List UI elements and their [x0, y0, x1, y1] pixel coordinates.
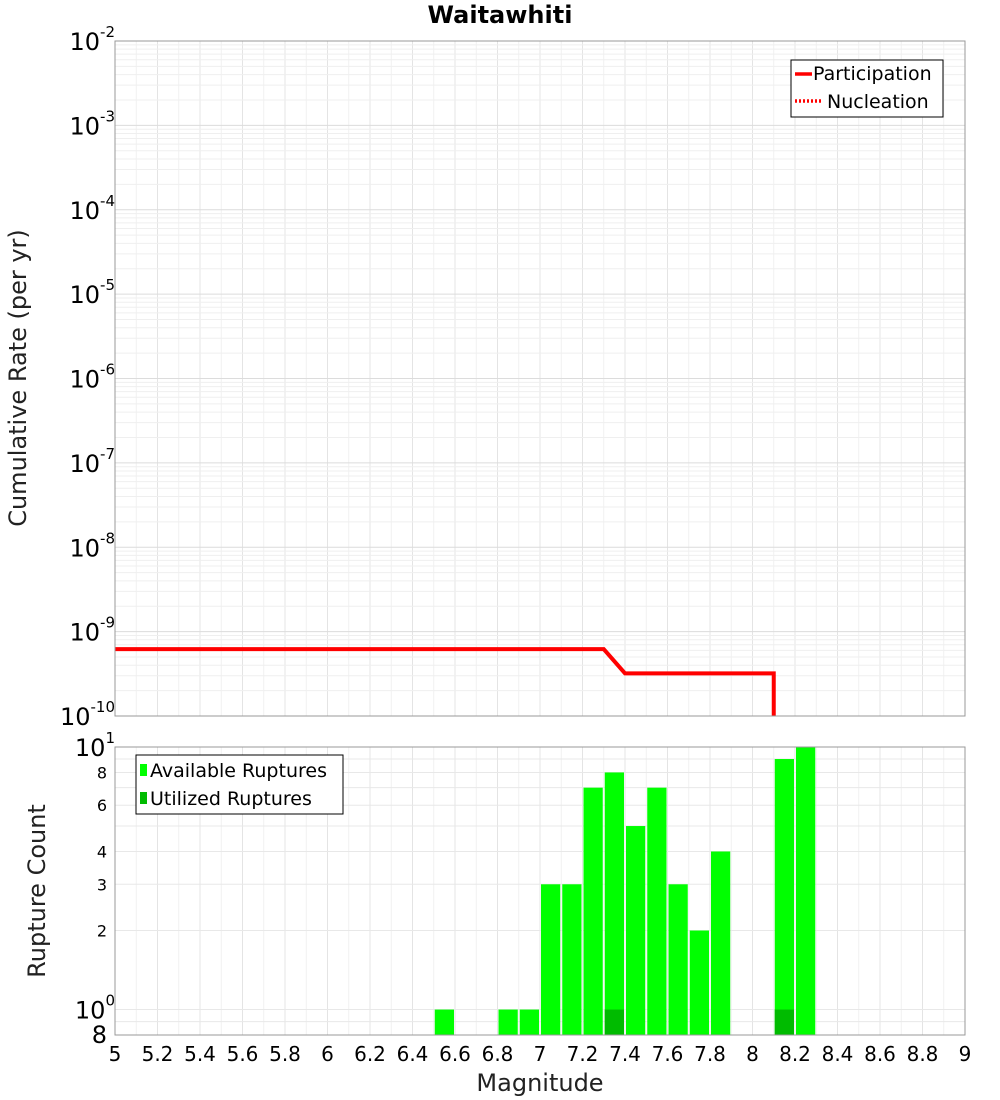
- count-plot-border: [114, 746, 966, 1036]
- x-tick-label: 5.2: [142, 1042, 174, 1066]
- count-y-tick-label: 8: [97, 763, 107, 782]
- count-y-tick-label: 4: [97, 842, 107, 861]
- x-tick-label: 5.4: [184, 1042, 216, 1066]
- bar-available: [626, 826, 646, 1035]
- rate-plot-border: [114, 40, 966, 717]
- rate-y-tick-label: 10-9: [69, 614, 115, 647]
- rate-series: [115, 647, 776, 716]
- rate-y-axis-label: Cumulative Rate (per yr): [4, 229, 32, 527]
- x-tick-label: 5.8: [269, 1042, 301, 1066]
- magnitude-x-ticks: 5 5.2 5.4 5.6 5.8 6 6.2 6.4 6.6 6.8 7 7.2 7.4 7.6 7.8 8…: [109, 1042, 972, 1066]
- bar-utilized: [774, 1009, 794, 1035]
- rate-y-tick-label: 10-4: [69, 192, 115, 225]
- x-tick-label: 5.6: [227, 1042, 259, 1066]
- bar-available: [541, 884, 561, 1035]
- count-y-tick-label: 101: [75, 729, 115, 762]
- rate-y-tick-label: 10-8: [69, 529, 115, 562]
- x-tick-label: 6.8: [482, 1042, 514, 1066]
- rate-y-ticks: 10-2 10-3 10-4 10-5 10-6 10-7 10-8 10-9 10-10: [60, 23, 115, 731]
- rate-grid: [114, 41, 966, 717]
- x-tick-label: 8: [746, 1042, 759, 1066]
- bar-available: [668, 884, 688, 1035]
- count-legend: Available Ruptures Utilized Ruptures: [135, 754, 344, 815]
- bar-available: [498, 1009, 518, 1035]
- count-y-tick-label: 100: [75, 992, 115, 1025]
- legend-utilized-label: Utilized Ruptures: [150, 788, 312, 810]
- legend-available-label: Available Ruptures: [150, 760, 327, 782]
- x-tick-label: 7.4: [609, 1042, 641, 1066]
- x-tick-label: 9: [959, 1042, 972, 1066]
- x-tick-label: 5: [109, 1042, 122, 1066]
- bar-available: [519, 1009, 539, 1035]
- rate-legend: Participation Nucleation: [790, 59, 944, 118]
- rate-y-tick-label: 10-5: [69, 276, 115, 309]
- series-line-participation: [115, 647, 776, 716]
- x-tick-label: 6.2: [354, 1042, 386, 1066]
- x-tick-label: 7.8: [694, 1042, 726, 1066]
- bar-available: [689, 930, 709, 1035]
- count-y-axis-label: Rupture Count: [23, 804, 51, 978]
- legend-utilized-swatch: [140, 792, 147, 804]
- bar-available: [604, 772, 624, 1035]
- bar-available: [562, 884, 582, 1035]
- x-tick-label: 8.6: [864, 1042, 896, 1066]
- x-tick-label: 6.4: [397, 1042, 429, 1066]
- count-y-tick-label: 2: [97, 922, 107, 941]
- count-y-tick-label: 8: [92, 1021, 107, 1049]
- rate-y-tick-label: 10-7: [69, 445, 115, 478]
- x-tick-label: 8.2: [779, 1042, 811, 1066]
- x-tick-label: 8.4: [822, 1042, 854, 1066]
- rate-panel: 10-2 10-3 10-4 10-5 10-6 10-7 10-8 10-9 10-10 Cu…: [4, 23, 966, 731]
- rate-y-tick-label: 10-6: [69, 361, 115, 394]
- bar-available: [434, 1009, 454, 1035]
- count-y-tick-label: 6: [97, 796, 107, 815]
- bar-available: [711, 851, 731, 1035]
- count-bars: [434, 747, 816, 1035]
- bar-utilized: [604, 1009, 624, 1035]
- x-tick-label: 6: [321, 1042, 334, 1066]
- bar-available: [774, 759, 794, 1035]
- rate-legend-box: [790, 59, 944, 118]
- legend-nucleation-label: Nucleation: [827, 91, 929, 113]
- bar-available: [583, 787, 603, 1035]
- x-tick-label: 7: [534, 1042, 547, 1066]
- legend-available-swatch: [140, 764, 147, 776]
- chart-title: Waitawhiti: [428, 1, 573, 29]
- rate-y-tick-label: 10-10: [60, 698, 115, 731]
- x-axis-label: Magnitude: [476, 1069, 603, 1097]
- bar-available: [796, 747, 816, 1035]
- x-tick-label: 6.6: [439, 1042, 471, 1066]
- count-legend-box: [135, 754, 344, 815]
- bar-available: [647, 787, 667, 1035]
- rate-y-tick-label: 10-3: [69, 107, 115, 140]
- x-tick-label: 8.8: [907, 1042, 939, 1066]
- x-tick-label: 7.6: [652, 1042, 684, 1066]
- legend-participation-label: Participation: [813, 63, 932, 85]
- count-y-tick-label: 3: [97, 875, 107, 894]
- x-tick-label: 7.2: [567, 1042, 599, 1066]
- rate-y-tick-label: 10-2: [69, 23, 115, 56]
